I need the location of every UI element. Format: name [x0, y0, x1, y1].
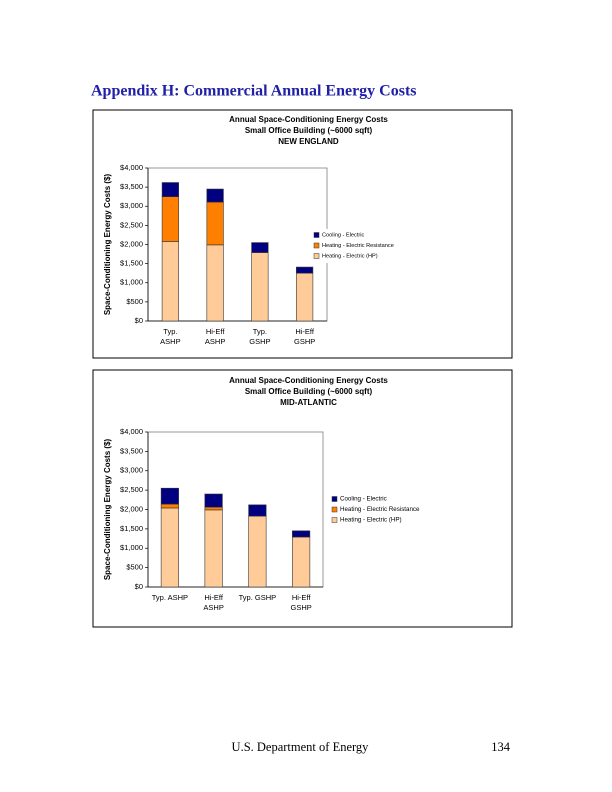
y-tick-label: $3,000 [120, 466, 143, 475]
x-tick-label: Typ. GSHP [239, 593, 277, 602]
x-tick-label: Typ. GSHP [249, 327, 270, 346]
legend-swatch [313, 242, 320, 249]
y-tick-label: $2,500 [120, 485, 143, 494]
y-tick-label: $2,000 [120, 239, 143, 248]
x-tick-label: Typ. ASHP [152, 593, 188, 602]
y-axis-label: Space-Conditioning Energy Costs ($) [103, 173, 112, 315]
legend-label: Heating - Electric (HP) [340, 517, 402, 524]
legend-box [312, 229, 402, 263]
x-tick-label: Hi-Eff ASHP [203, 593, 223, 612]
bar-segment [161, 241, 179, 322]
y-tick-label: $500 [126, 297, 143, 306]
y-tick-label: $3,500 [120, 182, 143, 191]
bar-segment [292, 530, 311, 538]
y-tick-label: $4,000 [120, 427, 143, 436]
bar-segment [206, 188, 224, 203]
bar-segment [296, 266, 314, 274]
x-tick-label: Typ. ASHP [160, 327, 180, 346]
legend-swatch [331, 496, 338, 502]
bar-segment [160, 487, 179, 505]
x-tick-label: Hi-Eff GSHP [294, 327, 315, 346]
chart-subtitle: Small Office Building (~6000 sqft) [245, 387, 373, 396]
bar-segment [296, 272, 314, 322]
legend-swatch [313, 253, 320, 259]
legend-swatch [331, 506, 338, 513]
bar-segment [161, 182, 179, 197]
y-tick-label: $3,500 [120, 446, 143, 455]
y-tick-label: $0 [135, 582, 143, 591]
bar-segment [251, 242, 269, 253]
bar-segment [160, 503, 179, 509]
y-axis-label: Space-Conditioning Energy Costs ($) [103, 438, 112, 580]
y-tick-label: $2,500 [120, 220, 143, 229]
bar-segment [204, 493, 223, 508]
bar-segment [204, 509, 223, 588]
legend-label: Heating - Electric Resistance [322, 243, 394, 249]
bar-segment [248, 504, 267, 517]
chart-title: Annual Space-Conditioning Energy Costs [229, 115, 388, 124]
legend-swatch [331, 517, 338, 523]
y-tick-label: $1,500 [120, 259, 143, 268]
legend-box [330, 493, 445, 526]
page-number: 134 [491, 740, 511, 754]
y-tick-label: $4,000 [120, 163, 143, 172]
x-tick-label: Hi-Eff GSHP [290, 593, 311, 612]
bar-segment [206, 244, 224, 322]
chart-subtitle: MID-ATLANTIC [280, 398, 337, 407]
chart-subtitle: Small Office Building (~6000 sqft) [245, 126, 373, 135]
y-tick-label: $1,000 [120, 543, 143, 552]
bar-segment [161, 196, 179, 242]
y-tick-label: $500 [126, 563, 143, 572]
y-tick-label: $0 [135, 316, 143, 325]
bar-segment [206, 201, 224, 246]
legend-label: Heating - Electric Resistance [340, 506, 420, 513]
legend-label: Cooling - Electric [322, 232, 364, 238]
appendix-heading: Appendix H: Commercial Annual Energy Cos… [91, 83, 417, 100]
y-tick-label: $3,000 [120, 201, 143, 210]
bar-segment [204, 506, 223, 511]
legend-label: Cooling - Electric [340, 496, 387, 503]
y-tick-label: $1,000 [120, 278, 143, 287]
x-tick-label: Hi-Eff ASHP [205, 327, 225, 346]
legend-swatch [313, 232, 320, 238]
bar-segment [160, 507, 179, 588]
bar-segment [251, 252, 269, 322]
bar-segment [292, 536, 311, 588]
y-tick-label: $1,500 [120, 524, 143, 533]
chart-title: Annual Space-Conditioning Energy Costs [229, 376, 388, 385]
y-tick-label: $2,000 [120, 504, 143, 513]
footer-publisher: U.S. Department of Energy [232, 740, 370, 754]
bar-segment [248, 515, 267, 588]
chart-subtitle: NEW ENGLAND [278, 137, 339, 146]
legend-label: Heating - Electric (HP) [322, 253, 378, 259]
